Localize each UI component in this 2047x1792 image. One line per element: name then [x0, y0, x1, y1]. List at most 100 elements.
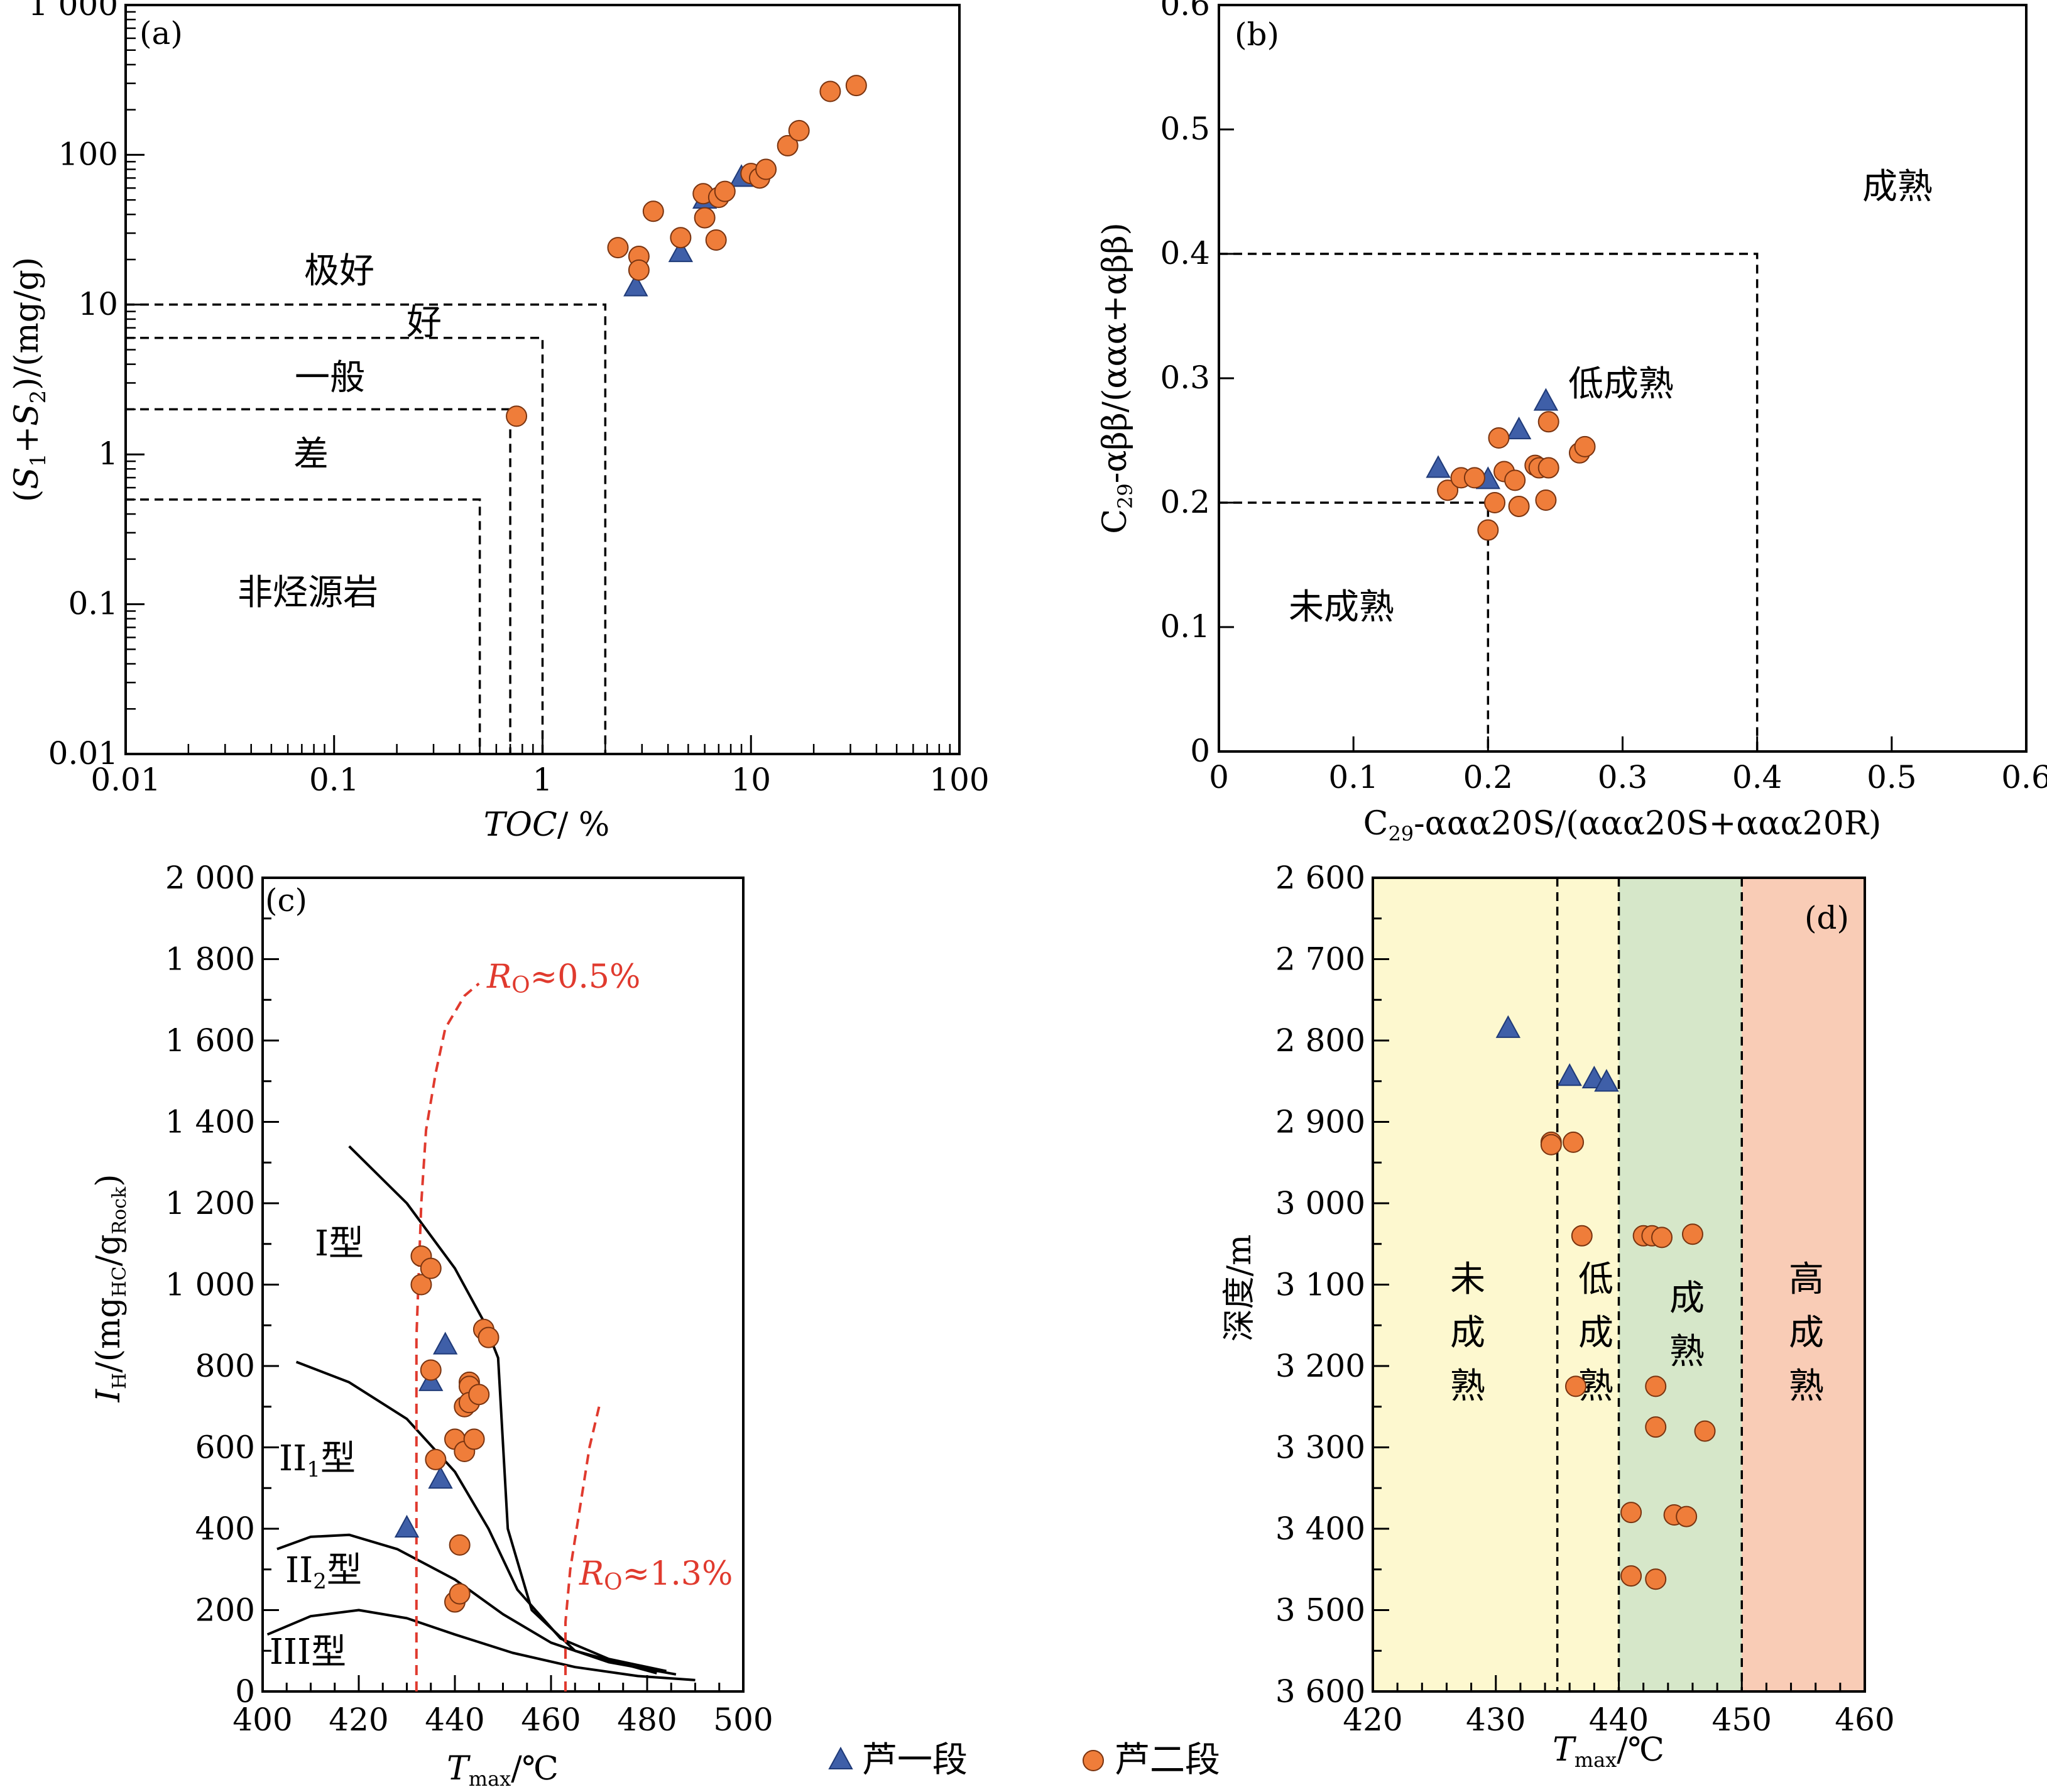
- x-tick-label: 0.5: [1867, 759, 1917, 795]
- y-tick-label: 1: [98, 435, 118, 472]
- region-label-2: 未成熟: [1289, 587, 1394, 628]
- x-tick-label: 440: [1589, 1702, 1649, 1738]
- panel-c-scatter: 400 420 440 460 480 500 0 200 400 600 800 1 000 1 20…: [90, 860, 773, 1791]
- legend: 芦一段 芦二段: [828, 1740, 1220, 1781]
- x-axis-label: TOC/ %: [484, 806, 610, 844]
- point-芦二段-7: [1504, 469, 1526, 491]
- region-label-0: 成熟: [1862, 167, 1933, 207]
- point-芦二段-8: [1508, 495, 1530, 517]
- y-tick-label: 1 000: [165, 1267, 255, 1303]
- point-芦二段-14: [777, 134, 799, 156]
- y-tick-label: 1 400: [165, 1104, 255, 1140]
- y-tick-label: 600: [195, 1429, 255, 1466]
- point-芦二段-4: [425, 1448, 447, 1470]
- point-芦二段-15: [1574, 435, 1596, 457]
- point-芦一段-1: [668, 239, 694, 263]
- x-tick-label: 500: [713, 1702, 773, 1738]
- y-axis-label: IH/(mgHC/gRock): [90, 1174, 131, 1403]
- point-芦一段-2: [1506, 417, 1532, 440]
- point-芦一段-3: [1594, 1069, 1619, 1092]
- y-tick-label: 3 100: [1275, 1267, 1365, 1303]
- point-芦二段-7: [1651, 1227, 1673, 1248]
- point-芦二段-7: [694, 207, 716, 229]
- x-tick-label: 1: [533, 762, 553, 798]
- region-label-2: 一般: [295, 358, 365, 398]
- region-label-1: 低成熟: [1568, 364, 1674, 405]
- point-芦一段-3: [1533, 388, 1559, 411]
- panel-label: (a): [139, 15, 183, 52]
- y-tick-label: 0.1: [1160, 608, 1210, 645]
- y-tick-label: 10: [78, 286, 118, 322]
- panel-label: (c): [265, 882, 307, 919]
- kerogen-type-label-1: II1型: [279, 1438, 356, 1482]
- legend-marker-1: [1083, 1750, 1104, 1771]
- point-芦二段-5: [1488, 427, 1510, 449]
- x-tick-label: 430: [1466, 1702, 1526, 1738]
- y-tick-label: 1 200: [165, 1185, 255, 1221]
- plot-frame: [124, 4, 961, 755]
- x-tick-label: 0.1: [1328, 759, 1378, 795]
- boundary-3: [126, 303, 607, 754]
- kerogen-curve-2: [276, 1533, 677, 1676]
- zone-1: [1557, 878, 1619, 1691]
- zone-2: [1618, 878, 1742, 1691]
- x-tick-label: 0.2: [1463, 759, 1514, 795]
- y-tick-label: 400: [195, 1511, 255, 1547]
- point-芦二段-1: [607, 237, 629, 259]
- legend-label-1: 芦二段: [1115, 1740, 1220, 1781]
- point-芦二段-16: [819, 80, 841, 102]
- zone-label-0-1: 成: [1450, 1313, 1485, 1353]
- y-tick-label: 2 600: [1275, 860, 1365, 896]
- point-芦二段-17: [845, 75, 867, 97]
- x-axis-label: Tmax/℃: [1553, 1731, 1664, 1772]
- panel-d-scatter: 420 430 440 450 460 2 600 2 700 2 800 2 900 3 000…: [1221, 860, 1895, 1772]
- point-芦二段-1: [1540, 1134, 1562, 1156]
- point-芦二段-12: [1537, 411, 1559, 433]
- boundary-2: [126, 336, 544, 754]
- y-tick-label: 0.2: [1160, 484, 1210, 520]
- point-芦二段-15: [1620, 1565, 1642, 1587]
- zone-label-3-1: 成: [1789, 1313, 1824, 1353]
- point-芦二段-6: [449, 1583, 471, 1605]
- point-芦二段-10: [1645, 1416, 1667, 1438]
- boundary-1: [1219, 253, 1759, 751]
- kerogen-type-label-2: II2型: [285, 1550, 362, 1594]
- y-tick-label: 0.6: [1160, 0, 1210, 23]
- x-tick-label: 0.6: [2001, 759, 2047, 795]
- y-tick-label: 200: [195, 1592, 255, 1629]
- x-tick-label: 0.1: [309, 762, 359, 798]
- y-tick-label: 1 800: [165, 941, 255, 978]
- legend-label-0: 芦一段: [862, 1740, 968, 1781]
- x-tick-label: 100: [929, 762, 989, 798]
- zone-label-1-1: 成: [1578, 1313, 1613, 1353]
- panel-label: (d): [1804, 900, 1849, 936]
- y-axis-label: (S1+S2)/(mg/g): [8, 257, 51, 502]
- point-芦二段-0: [1437, 479, 1459, 501]
- kerogen-curve-1: [295, 1360, 667, 1673]
- point-芦二段-4: [642, 200, 664, 222]
- zone-label-3-0: 高: [1789, 1259, 1824, 1300]
- point-芦二段-3: [420, 1359, 442, 1381]
- point-芦二段-17: [478, 1326, 499, 1348]
- boundary-0: [126, 498, 481, 754]
- kerogen-type-label-3: III型: [270, 1632, 346, 1673]
- point-芦二段-3: [1571, 1225, 1593, 1247]
- boundary-1: [126, 408, 511, 754]
- point-芦二段-5: [670, 227, 692, 249]
- y-tick-label: 3 500: [1275, 1592, 1365, 1629]
- panel-a-scatter: 0.01 0.1 1 10 100 0.01 0.1 1 10 100 1 000 极好好一般差非烃源…: [8, 0, 990, 844]
- point-芦二段-15: [468, 1384, 490, 1406]
- point-芦一段-0: [1426, 455, 1451, 478]
- x-tick-label: 480: [617, 1702, 677, 1738]
- point-芦一段-2: [428, 1466, 453, 1489]
- point-芦二段-2: [420, 1257, 442, 1279]
- zone-label-2-0: 成: [1669, 1278, 1705, 1319]
- point-芦二段-11: [1694, 1420, 1716, 1442]
- y-tick-label: 0: [235, 1673, 255, 1710]
- region-label-3: 差: [293, 434, 329, 475]
- point-芦二段-4: [1564, 1375, 1586, 1397]
- point-芦二段-0: [506, 405, 528, 427]
- point-芦二段-3: [1477, 519, 1499, 541]
- region-label-4: 非烃源岩: [237, 572, 378, 613]
- point-芦二段-7: [449, 1534, 471, 1556]
